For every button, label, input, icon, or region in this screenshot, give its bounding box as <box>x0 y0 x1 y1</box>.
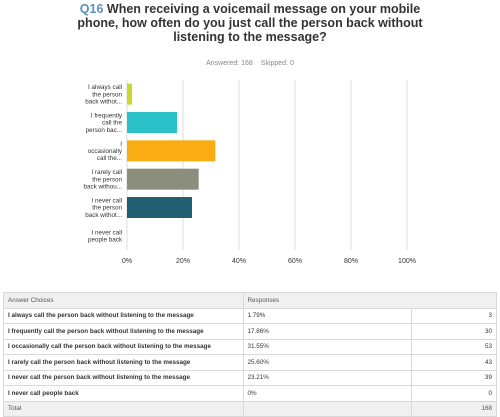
category-label: I frequently call the person bac... <box>86 113 123 134</box>
category-label: I never call people back <box>88 229 123 243</box>
response-stats: Answered: 168 Skipped: 0 <box>0 60 500 67</box>
table-header-row: Answer Choices Responses <box>3 292 497 309</box>
row-percent: 0% <box>242 385 413 402</box>
answered-count: Answered: 168 <box>206 60 253 67</box>
total-value: 168 <box>411 400 497 417</box>
row-choice: I never call the person back without lis… <box>3 369 244 386</box>
row-percent: 23.21% <box>242 369 413 386</box>
table-row: I never call people back 0% 0 <box>3 385 497 402</box>
total-label: Total <box>3 400 244 417</box>
table-row: I always call the person back without li… <box>3 307 497 324</box>
x-tick-label: 0% <box>122 258 132 265</box>
x-tick-label: 60% <box>288 258 302 265</box>
row-choice: I frequently call the person back withou… <box>3 323 244 340</box>
x-tick-label: 80% <box>344 258 358 265</box>
bar <box>127 168 199 190</box>
row-count: 53 <box>411 338 497 355</box>
category-label: I always call the person back withot... <box>85 84 122 105</box>
row-percent: 31.55% <box>242 338 413 355</box>
row-count: 3 <box>411 307 497 324</box>
row-choice: I occasionally call the person back with… <box>3 338 244 355</box>
table-row: I occasionally call the person back with… <box>3 338 497 355</box>
bar <box>127 197 192 218</box>
header-answer-choices: Answer Choices <box>3 292 244 309</box>
table-row: I frequently call the person back withou… <box>3 323 497 340</box>
category-label: I rarely call the person back withou... <box>83 169 122 190</box>
category-label: I never call the person back withot... <box>85 198 122 219</box>
skipped-count: Skipped: 0 <box>260 60 294 67</box>
table-total-row: Total 168 <box>3 400 497 417</box>
x-tick-label: 40% <box>232 258 246 265</box>
responses-table: Answer Choices Responses I always call t… <box>3 292 497 417</box>
bar <box>127 112 178 133</box>
question-number: Q16 <box>79 2 104 16</box>
table-row: I rarely call the person back without li… <box>3 354 497 371</box>
question-title: Q16 When receiving a voicemail message o… <box>60 2 440 44</box>
row-choice: I always call the person back without li… <box>3 307 244 324</box>
row-count: 39 <box>411 369 497 386</box>
table-row: I never call the person back without lis… <box>3 369 497 386</box>
x-tick-label: 100% <box>398 258 416 265</box>
row-choice: I never call people back <box>3 385 244 402</box>
total-spacer <box>242 400 413 417</box>
row-percent: 25.60% <box>242 354 413 371</box>
row-percent: 17.86% <box>242 323 413 340</box>
bar <box>127 83 133 105</box>
row-count: 0 <box>411 385 497 402</box>
bar-chart: 0% 20% 40% 60% 80% 100% I always call the perso… <box>83 80 416 265</box>
row-choice: I rarely call the person back without li… <box>3 354 244 371</box>
row-percent: 1.79% <box>242 307 413 324</box>
x-tick-label: 20% <box>176 258 190 265</box>
row-count: 43 <box>411 354 497 371</box>
header-responses: Responses <box>242 292 497 309</box>
question-text: When receiving a voicemail message on yo… <box>77 2 423 44</box>
row-count: 30 <box>411 323 497 340</box>
bar <box>127 140 216 162</box>
